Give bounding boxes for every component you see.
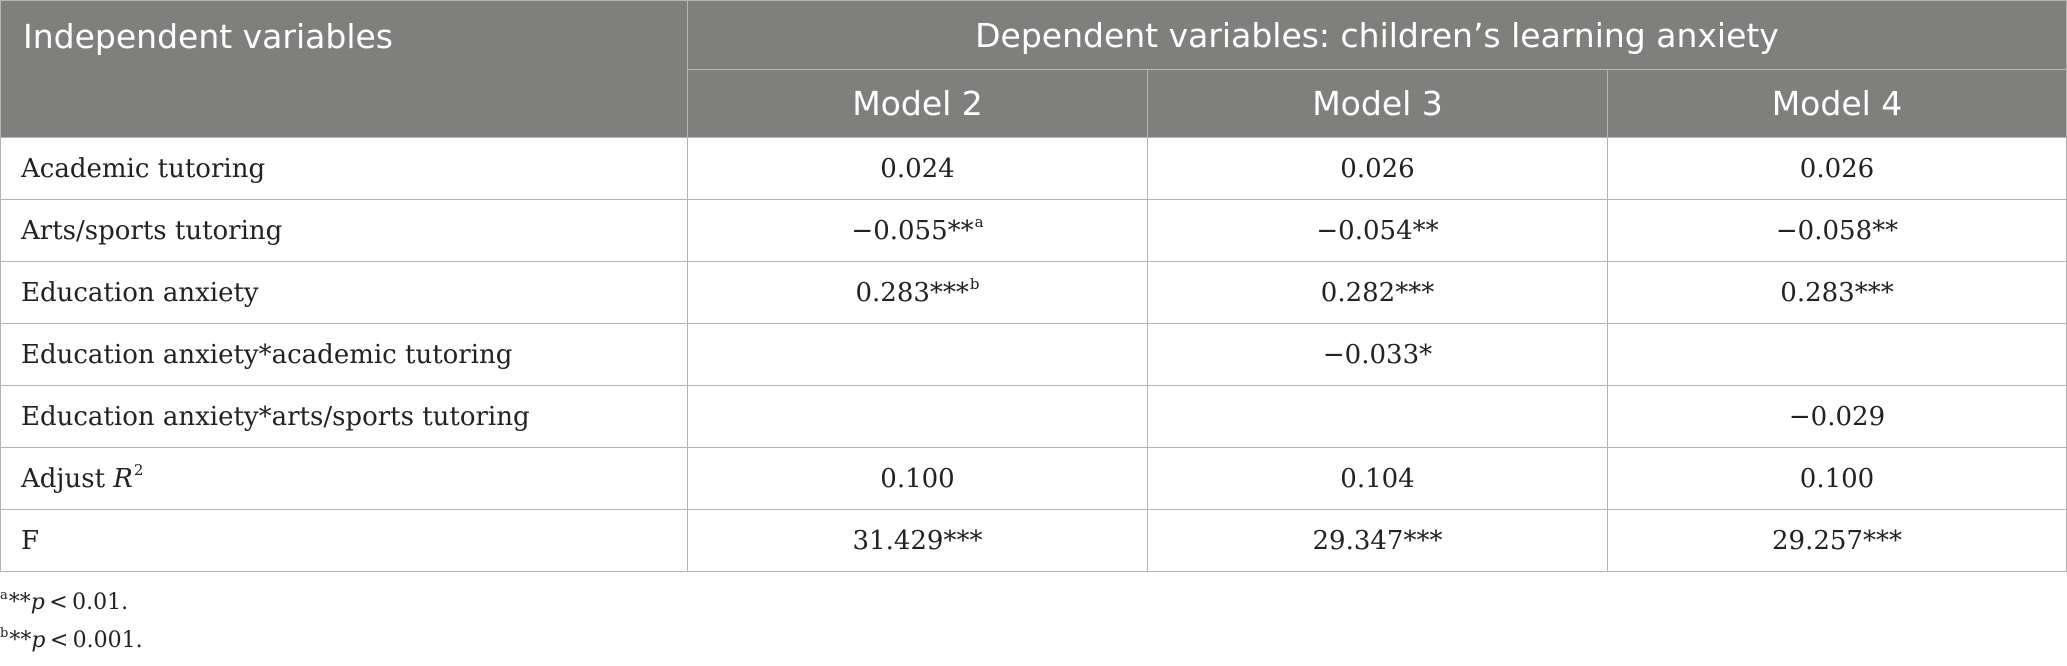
value-cell-model-4: −0.058** bbox=[1607, 199, 2067, 262]
value-cell-model-2: 0.024 bbox=[687, 137, 1148, 200]
cell-footnote-mark: a bbox=[974, 212, 984, 231]
row-label: Academic tutoring bbox=[21, 153, 266, 184]
value-cell-model-3: −0.054** bbox=[1147, 199, 1608, 262]
footnote-b-stars: ** bbox=[9, 628, 32, 653]
table-row: Academic tutoring 0.024 0.026 0.026 bbox=[0, 137, 2067, 200]
row-label-cell: Education anxiety bbox=[0, 261, 688, 324]
table-row: Education anxiety*arts/sports tutoring −0… bbox=[0, 385, 2067, 448]
cell-value: −0.055** bbox=[851, 215, 974, 246]
cell-value: 31.429*** bbox=[852, 525, 983, 556]
cell-footnote-mark: b bbox=[969, 274, 980, 293]
value-cell-model-4: 0.283*** bbox=[1607, 261, 2067, 324]
cell-value: 0.100 bbox=[1799, 463, 1875, 494]
row-label: Arts/sports tutoring bbox=[21, 215, 283, 246]
header-independent-variables: Independent variables bbox=[0, 0, 688, 138]
value-cell-model-3: 0.104 bbox=[1147, 447, 1608, 510]
row-label-cell: Academic tutoring bbox=[0, 137, 688, 200]
value-cell-model-4 bbox=[1607, 323, 2067, 386]
value-cell-model-4: −0.029 bbox=[1607, 385, 2067, 448]
cell-value: 0.104 bbox=[1340, 463, 1415, 494]
header-dependent-variables: Dependent variables: children’s learning… bbox=[687, 0, 2067, 70]
cell-value: −0.029 bbox=[1788, 401, 1886, 432]
cell-value: −0.033* bbox=[1322, 339, 1433, 370]
value-cell-model-3: 29.347*** bbox=[1147, 509, 1608, 572]
footnote-b-p: p bbox=[31, 628, 46, 653]
header-model-4: Model 4 bbox=[1607, 69, 2067, 138]
cell-value: 0.283*** bbox=[855, 277, 969, 308]
cell-value: 0.024 bbox=[880, 153, 955, 184]
row-label: Adjust bbox=[21, 463, 114, 494]
regression-table: Independent variables Dependent variable… bbox=[0, 0, 2067, 572]
value-cell-model-2: 31.429*** bbox=[687, 509, 1148, 572]
cell-value: 0.282*** bbox=[1320, 277, 1435, 308]
value-cell-model-4: 0.100 bbox=[1607, 447, 2067, 510]
value-cell-model-3: 0.282*** bbox=[1147, 261, 1608, 324]
value-cell-model-2: 0.283***b bbox=[687, 261, 1148, 324]
value-cell-model-2: −0.055**a bbox=[687, 199, 1148, 262]
table-row: Arts/sports tutoring −0.055**a −0.054** −0.… bbox=[0, 199, 2067, 262]
table-row: Education anxiety*academic tutoring −0.03… bbox=[0, 323, 2067, 386]
row-label-italic: R bbox=[113, 463, 133, 494]
footnote-a-stars: ** bbox=[8, 590, 31, 615]
value-cell-model-2 bbox=[687, 323, 1148, 386]
row-label-cell: Education anxiety*arts/sports tutoring bbox=[0, 385, 688, 448]
row-label-cell: Arts/sports tutoring bbox=[0, 199, 688, 262]
footnote-a: a**p < 0.01. bbox=[0, 587, 129, 615]
cell-value: 29.257*** bbox=[1772, 525, 1902, 556]
value-cell-model-3: 0.026 bbox=[1147, 137, 1608, 200]
results-table-container: Independent variables Dependent variable… bbox=[0, 0, 2067, 572]
header-model-2: Model 2 bbox=[687, 69, 1148, 138]
value-cell-model-3 bbox=[1147, 385, 1608, 448]
cell-value: 0.026 bbox=[1340, 153, 1415, 184]
cell-value: 29.347*** bbox=[1312, 525, 1443, 556]
row-label-cell: Education anxiety*academic tutoring bbox=[0, 323, 688, 386]
table-row: F 31.429*** 29.347*** 29.257*** bbox=[0, 509, 2067, 572]
table-row: Education anxiety 0.283***b 0.282*** 0.283*… bbox=[0, 261, 2067, 324]
footnote-a-mark: a bbox=[0, 587, 8, 603]
value-cell-model-2: 0.100 bbox=[687, 447, 1148, 510]
value-cell-model-2 bbox=[687, 385, 1148, 448]
value-cell-model-3: −0.033* bbox=[1147, 323, 1608, 386]
row-label: Education anxiety*academic tutoring bbox=[21, 339, 513, 370]
footnote-a-text: < 0.01. bbox=[44, 590, 129, 615]
cell-value: 0.026 bbox=[1799, 153, 1875, 184]
cell-value: 0.100 bbox=[880, 463, 955, 494]
row-label: F bbox=[21, 525, 40, 556]
cell-value: 0.283*** bbox=[1780, 277, 1894, 308]
row-label-cell: Adjust R2 bbox=[0, 447, 688, 510]
row-label: Education anxiety*arts/sports tutoring bbox=[21, 401, 530, 432]
cell-value: −0.054** bbox=[1316, 215, 1439, 246]
cell-value: −0.058** bbox=[1775, 215, 1899, 246]
row-label-superscript: 2 bbox=[133, 460, 144, 479]
row-label: Education anxiety bbox=[21, 277, 259, 308]
footnote-b-text: < 0.001. bbox=[45, 628, 143, 653]
table-row: Adjust R2 0.100 0.104 0.100 bbox=[0, 447, 2067, 510]
footnote-b-mark: b bbox=[0, 625, 9, 641]
value-cell-model-4: 0.026 bbox=[1607, 137, 2067, 200]
footnote-a-p: p bbox=[30, 590, 45, 615]
row-label-cell: F bbox=[0, 509, 688, 572]
header-model-3: Model 3 bbox=[1147, 69, 1608, 138]
footnote-b: b**p < 0.001. bbox=[0, 625, 143, 653]
value-cell-model-4: 29.257*** bbox=[1607, 509, 2067, 572]
